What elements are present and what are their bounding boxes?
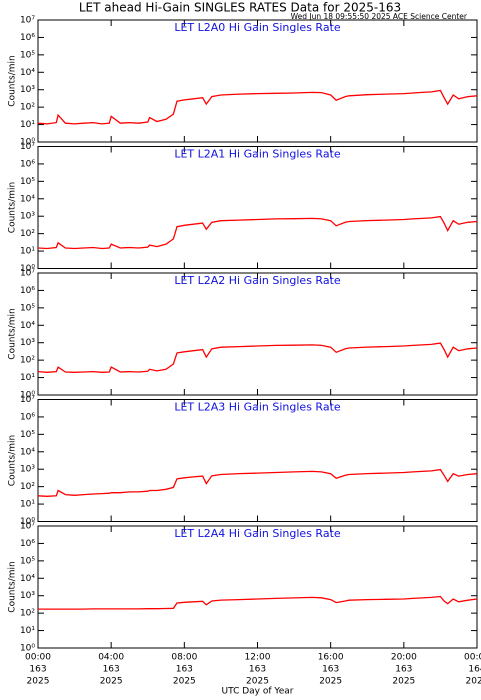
y-axis-label: Counts/min <box>8 435 18 486</box>
y-tick-label: 10⁷ <box>20 395 35 405</box>
y-tick-label: 10¹ <box>20 247 35 257</box>
y-tick-label: 10⁴ <box>20 447 35 457</box>
x-tick-year: 2025 <box>392 677 415 687</box>
x-tick-day: 163 <box>29 665 46 675</box>
y-tick-label: 10⁴ <box>20 194 35 204</box>
y-tick-label: 10⁵ <box>20 177 35 187</box>
y-tick-label: 10² <box>20 482 35 492</box>
y-tick-label: 10⁴ <box>20 68 35 78</box>
y-tick-label: 10¹ <box>20 500 35 510</box>
x-tick-day: 164 <box>468 665 481 675</box>
x-tick-label: 20:00 <box>391 653 417 663</box>
y-tick-label: 10⁶ <box>20 286 35 296</box>
x-tick-year: 2025 <box>319 677 342 687</box>
y-tick-label: 10⁴ <box>20 321 35 331</box>
y-tick-label: 10⁰ <box>20 644 35 654</box>
x-tick-label: 08:00 <box>171 653 197 663</box>
x-tick-label: 12:00 <box>245 653 271 663</box>
y-tick-label: 10³ <box>20 212 35 222</box>
y-tick-label: 10⁰ <box>20 517 35 527</box>
panel-title: LET L2A2 Hi Gain Singles Rate <box>174 274 341 287</box>
y-axis-label: Counts/min <box>8 55 18 106</box>
panel-title: LET L2A0 Hi Gain Singles Rate <box>174 21 341 34</box>
data-line <box>37 468 478 497</box>
data-line <box>37 215 478 250</box>
chart-title: LET ahead Hi-Gain SINGLES RATES Data for… <box>79 1 401 15</box>
y-axis-label: Counts/min <box>8 182 18 233</box>
plot-frame <box>37 272 478 396</box>
y-tick-label: 10¹ <box>20 373 35 383</box>
y-tick-label: 10⁵ <box>20 50 35 60</box>
y-tick-label: 10⁰ <box>20 391 35 401</box>
y-axis-label: Counts/min <box>8 561 18 612</box>
plot-frame <box>37 399 478 522</box>
y-tick-label: 10⁷ <box>20 269 35 279</box>
y-tick-label: 10⁶ <box>20 159 35 169</box>
x-tick-year: 2025 <box>466 677 481 687</box>
x-tick-day: 163 <box>103 665 120 675</box>
plot-frame <box>37 525 478 649</box>
y-tick-label: 10² <box>20 229 35 239</box>
x-tick-year: 2025 <box>246 677 269 687</box>
y-tick-label: 10⁷ <box>20 16 35 26</box>
y-axis-label: Counts/min <box>8 308 18 359</box>
y-tick-label: 10⁵ <box>20 430 35 440</box>
y-tick-label: 10⁷ <box>20 142 35 152</box>
data-line <box>37 89 478 125</box>
y-tick-label: 10² <box>20 609 35 619</box>
x-tick-label: 04:00 <box>98 653 124 663</box>
x-tick-label: 00:00 <box>25 653 51 663</box>
x-tick-year: 2025 <box>27 677 50 687</box>
y-tick-label: 10⁷ <box>20 522 35 532</box>
y-tick-label: 10⁴ <box>20 574 35 584</box>
x-tick-day: 163 <box>395 665 412 675</box>
y-tick-label: 10⁰ <box>20 264 35 274</box>
x-tick-label: 16:00 <box>318 653 344 663</box>
y-tick-label: 10¹ <box>20 626 35 636</box>
y-tick-label: 10² <box>20 103 35 113</box>
x-tick-day: 163 <box>322 665 339 675</box>
data-line <box>37 342 478 373</box>
y-tick-label: 10⁰ <box>20 138 35 148</box>
y-tick-label: 10³ <box>20 338 35 348</box>
y-tick-label: 10⁶ <box>20 412 35 422</box>
y-tick-label: 10³ <box>20 85 35 95</box>
plot-frame <box>37 146 478 269</box>
x-tick-label: 00:00 <box>464 653 481 663</box>
data-line <box>38 595 478 610</box>
y-tick-label: 10³ <box>20 465 35 475</box>
y-tick-label: 10² <box>20 356 35 366</box>
panel-title: LET L2A4 Hi Gain Singles Rate <box>174 527 341 540</box>
x-tick-year: 2025 <box>100 677 123 687</box>
chart-subtitle: Wed Jun 18 09:55:50 2025 ACE Science Cen… <box>291 12 468 21</box>
y-tick-label: 10⁶ <box>20 33 35 43</box>
y-tick-label: 10¹ <box>20 120 35 130</box>
panel-title: LET L2A1 Hi Gain Singles Rate <box>174 148 341 161</box>
x-tick-year: 2025 <box>173 677 196 687</box>
y-tick-label: 10⁵ <box>20 556 35 566</box>
y-tick-label: 10⁶ <box>20 539 35 549</box>
x-tick-day: 163 <box>176 665 193 675</box>
y-tick-label: 10³ <box>20 591 35 601</box>
panel-title: LET L2A3 Hi Gain Singles Rate <box>174 401 341 414</box>
x-axis-label: UTC Day of Year <box>222 687 294 697</box>
x-tick-day: 163 <box>249 665 266 675</box>
y-tick-label: 10⁵ <box>20 303 35 313</box>
